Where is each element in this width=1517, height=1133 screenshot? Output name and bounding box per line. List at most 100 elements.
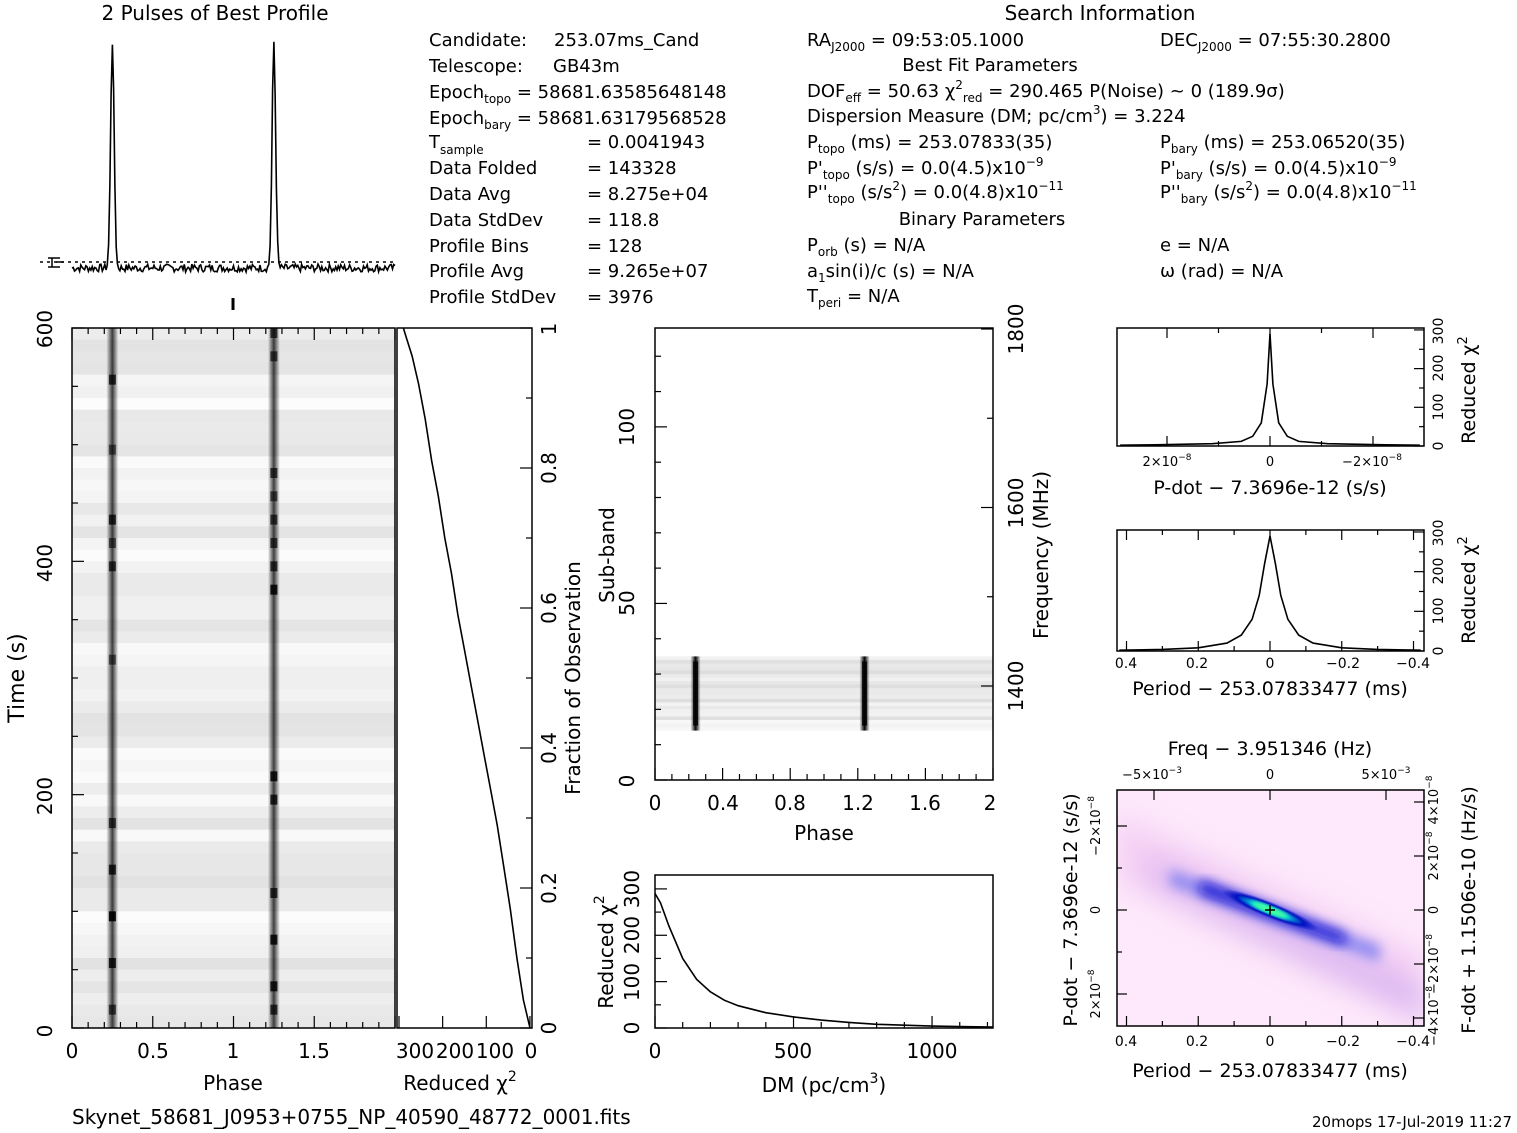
frac-tick-0-4: 0.4	[537, 732, 561, 764]
period-y-tick-labels: 0 100 200 300	[1431, 520, 1447, 656]
candidate-label: Candidate:	[429, 30, 527, 51]
pp-top-tick-labels: −5×10−3 0 5×10−3	[1122, 766, 1410, 783]
profile-bins-label: Profile Bins	[429, 236, 529, 257]
time-row	[72, 526, 395, 539]
pp-y-tick-labels: −2×10−8 0 2×10−8	[1087, 796, 1104, 1019]
frac-tick-0-2: 0.2	[537, 872, 561, 904]
freq-tick-labels: 1400 1600 1800	[1004, 304, 1028, 712]
period-x-axis-title: Period − 253.07833477 (ms)	[1132, 678, 1408, 700]
subband-row	[655, 702, 993, 707]
per-x-tick-m0-2: −0.2	[1326, 656, 1360, 672]
time-row	[72, 899, 395, 912]
time-row	[72, 1004, 395, 1017]
time-row	[72, 538, 395, 551]
per-y-tick-300: 300	[1431, 520, 1447, 547]
tsample-value: = 0.0041943	[587, 132, 705, 153]
search-info-block: Candidate: 253.07ms_Cand Telescope: GB43…	[428, 30, 1417, 310]
time-row	[72, 479, 395, 492]
pulse-segment	[108, 374, 116, 385]
data-folded-value: = 143328	[587, 158, 677, 179]
subband-row	[655, 659, 993, 664]
time-row	[72, 596, 395, 609]
epoch-bary: Epochbary = 58681.63179568528	[429, 108, 727, 132]
freq-tick-1600: 1600	[1004, 478, 1028, 529]
time-tick-400: 400	[33, 544, 57, 582]
best-fit-marker	[1265, 905, 1275, 915]
subband-row	[655, 663, 993, 668]
profile-avg-label: Profile Avg	[429, 261, 524, 282]
filename: Skynet_58681_J0953+0755_NP_40590_48772_0…	[72, 1105, 631, 1129]
pp-right-tick-0: 0	[1427, 906, 1442, 914]
data-stddev-value: = 118.8	[587, 210, 659, 231]
telescope-label: Telescope:	[428, 56, 523, 77]
subband-row	[655, 688, 993, 693]
pulse-segment	[270, 771, 278, 782]
subband-pulse-core	[862, 661, 868, 726]
freq-tick-1800: 1800	[1004, 304, 1028, 355]
time-row	[72, 689, 395, 702]
subband-row	[655, 656, 993, 661]
pp-y-tick-bottom: 2×10−8	[1087, 969, 1104, 1018]
per-y-tick-100: 100	[1431, 598, 1447, 625]
pdot-y-tick-100: 100	[1431, 394, 1447, 421]
data-avg-value: = 8.275e+04	[587, 184, 708, 205]
per-x-tick-0-4: 0.4	[1115, 656, 1137, 672]
profile-stddev-value: = 3976	[587, 287, 654, 308]
pulse-segment	[270, 934, 278, 945]
time-tick-200: 200	[33, 777, 57, 815]
pp-right-tick-m2: −2×10−8	[1425, 934, 1442, 994]
pp-y-axis-title: P-dot − 7.3696e-12 (s/s)	[1060, 793, 1082, 1026]
profile-stddev-label: Profile StdDev	[429, 287, 557, 308]
time-row	[72, 923, 395, 936]
time-row	[72, 806, 395, 819]
t-peri: Tperi = N/A	[806, 286, 900, 310]
per-y-tick-0: 0	[1431, 647, 1447, 656]
pulse-column	[267, 328, 280, 1028]
time-row	[72, 876, 395, 889]
pulse-segment	[108, 911, 116, 922]
pp-top-tick-0: 0	[1266, 768, 1274, 783]
subband-row	[655, 723, 993, 728]
p-bary: Pbary (ms) = 253.06520(35)	[1160, 132, 1405, 156]
pddot-topo: P''topo (s/s2) = 0.0(4.8)x10−11	[807, 179, 1064, 206]
time-row	[72, 654, 395, 667]
chi2-tick-200: 200	[436, 1039, 474, 1063]
dm-y-tick-300: 300	[620, 870, 644, 908]
pp-right-tick-4: 4×10−8	[1425, 775, 1442, 824]
time-row	[72, 969, 395, 982]
time-row	[72, 829, 395, 842]
phase-tick-0-5: 0.5	[137, 1039, 169, 1063]
dec-j2000: DECJ2000 = 07:55:30.2800	[1160, 30, 1391, 54]
time-row	[72, 468, 395, 481]
per-x-tick-m0-4: −0.4	[1396, 656, 1430, 672]
time-row	[72, 421, 395, 434]
time-tick-0: 0	[33, 1025, 57, 1038]
dm-x-axis-title: DM (pc/cm3)	[762, 1071, 886, 1097]
pdot-y-axis-title: Reduced χ2	[1456, 336, 1480, 444]
time-row	[72, 759, 395, 772]
sbp-tick-1-2: 1.2	[842, 791, 874, 815]
time-row	[72, 643, 395, 656]
subband-row	[655, 709, 993, 714]
sbp-tick-2: 2	[984, 791, 997, 815]
dm-x-tick-500: 500	[774, 1039, 812, 1063]
subband-row	[655, 695, 993, 700]
pdot-y-tick-200: 200	[1431, 355, 1447, 382]
chi2-tick-100: 100	[476, 1039, 514, 1063]
dm-y-tick-0: 0	[620, 1022, 644, 1035]
subband-row	[655, 677, 993, 682]
pulse-segment	[270, 981, 278, 992]
subband-row	[655, 684, 993, 689]
a1sini: a1sin(i)/c (s) = N/A	[807, 261, 975, 285]
subband-row	[655, 719, 993, 724]
pdot-y-tick-labels: 0 100 200 300	[1431, 318, 1447, 451]
profile-bins-value: = 128	[587, 236, 642, 257]
time-row	[72, 748, 395, 761]
time-row	[72, 794, 395, 807]
ra-j2000: RAJ2000 = 09:53:05.1000	[807, 30, 1024, 54]
dm-x-tick-1000: 1000	[907, 1039, 958, 1063]
pdot-x-tick-left: 2×10−8	[1143, 453, 1192, 470]
dm-x-tick-0: 0	[649, 1039, 662, 1063]
best-fit-heading: Best Fit Parameters	[902, 55, 1077, 76]
